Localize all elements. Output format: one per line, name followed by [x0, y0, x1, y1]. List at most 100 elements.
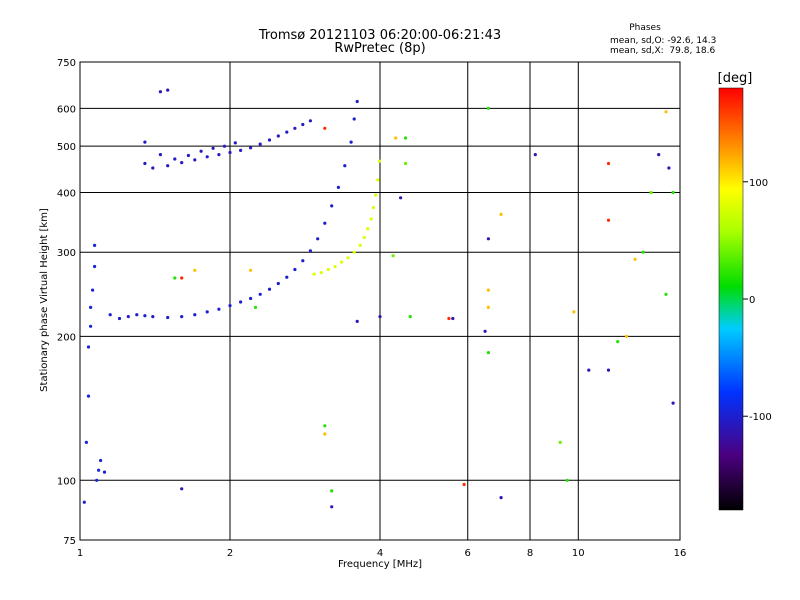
data-point — [394, 136, 398, 140]
data-point — [267, 287, 272, 291]
data-point — [158, 153, 162, 157]
data-point — [447, 316, 451, 321]
data-point — [180, 487, 184, 491]
data-point — [117, 316, 122, 321]
data-point — [293, 126, 297, 130]
data-point — [239, 148, 243, 152]
x-tick-label: 4 — [377, 548, 383, 559]
data-point — [258, 142, 262, 146]
data-point — [180, 161, 184, 165]
data-point — [330, 204, 334, 208]
y-tick-label: 400 — [57, 188, 76, 199]
data-point — [565, 478, 569, 482]
data-point — [199, 149, 203, 153]
x-tick-label: 1 — [77, 548, 83, 559]
data-point — [558, 440, 562, 444]
x-tick-label: 6 — [465, 548, 471, 559]
data-point — [158, 90, 162, 94]
y-tick-label: 75 — [63, 536, 76, 547]
data-point — [340, 260, 344, 264]
data-point — [301, 122, 305, 127]
data-point — [173, 157, 177, 161]
data-point — [166, 88, 170, 92]
data-point — [366, 227, 370, 231]
data-point — [82, 500, 86, 504]
data-point — [97, 468, 101, 472]
x-tick-labels: 1 2 4 6 8 10 16 — [77, 548, 687, 559]
data-point — [166, 164, 170, 168]
data-point — [102, 470, 107, 474]
data-point — [483, 329, 487, 333]
data-point — [323, 424, 327, 428]
data-point — [276, 134, 280, 138]
data-points — [82, 88, 675, 509]
data-point — [253, 305, 258, 309]
y-tick-label: 500 — [57, 142, 76, 153]
data-point — [312, 272, 316, 276]
data-point — [143, 314, 147, 318]
data-point — [180, 315, 184, 319]
data-point — [301, 259, 305, 263]
data-point — [228, 304, 232, 308]
colorbar-tick-label: 100 — [749, 178, 768, 189]
data-point — [403, 161, 408, 166]
x-tick-label: 2 — [227, 548, 233, 559]
data-point — [533, 153, 537, 157]
phase-stats-x: mean, sd,X: 79.8, 18.6 — [610, 46, 716, 56]
data-point — [462, 482, 466, 487]
data-point — [362, 235, 366, 240]
data-point — [403, 136, 408, 140]
x-axis-label: Frequency [MHz] — [338, 559, 422, 570]
x-tick-label: 16 — [674, 548, 687, 559]
data-point — [217, 153, 221, 157]
data-point — [93, 243, 97, 247]
data-point — [330, 505, 334, 509]
data-point — [205, 310, 209, 314]
data-point — [374, 193, 378, 197]
data-point — [667, 166, 671, 170]
y-tick-labels: 75 100 200 300 400 500 600 750 — [57, 58, 76, 547]
data-point — [408, 315, 412, 319]
data-point — [86, 394, 91, 398]
data-point — [166, 315, 170, 320]
data-point — [330, 489, 334, 493]
data-point — [486, 305, 490, 309]
data-point — [377, 159, 382, 163]
data-point — [86, 345, 91, 349]
data-point — [616, 340, 620, 344]
data-point — [376, 178, 380, 182]
data-point — [633, 257, 637, 261]
data-point — [99, 458, 103, 463]
data-point — [222, 144, 227, 148]
data-point — [89, 305, 93, 309]
data-point — [249, 296, 253, 301]
data-point — [249, 268, 253, 272]
data-point — [193, 313, 197, 317]
y-tick-label: 200 — [57, 332, 76, 343]
data-point — [326, 267, 330, 272]
data-point — [641, 250, 645, 254]
data-point — [233, 141, 237, 145]
data-point — [451, 316, 455, 321]
data-point — [143, 140, 147, 144]
data-point — [89, 324, 93, 328]
y-tick-label: 750 — [57, 58, 76, 69]
data-point — [108, 313, 112, 317]
data-point — [293, 267, 297, 272]
data-point — [95, 478, 99, 482]
data-point — [352, 250, 356, 254]
data-point — [186, 153, 190, 158]
data-point — [211, 146, 215, 150]
y-tick-label: 600 — [57, 104, 76, 115]
data-point — [308, 119, 312, 123]
data-point — [323, 126, 327, 130]
data-point — [486, 351, 490, 355]
data-point — [126, 315, 130, 319]
data-point — [151, 166, 155, 170]
data-point — [239, 300, 243, 304]
data-point — [93, 264, 97, 269]
chart-subtitle: RwPretec (8p) — [334, 41, 425, 56]
data-point — [355, 99, 359, 104]
colorbar-ticks: 100 0 -100 — [743, 178, 772, 423]
